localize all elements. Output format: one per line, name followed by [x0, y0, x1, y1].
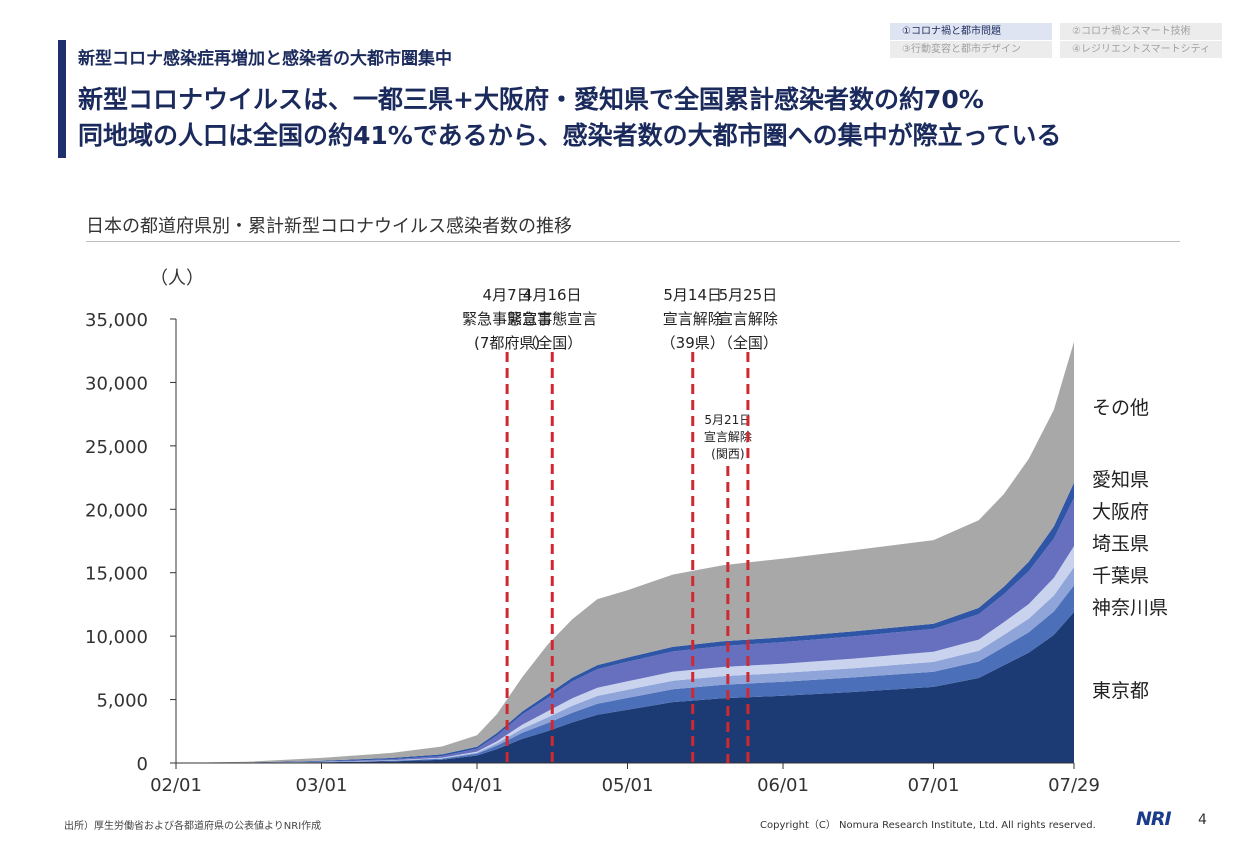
- event-marker-label: 4月16日: [523, 286, 582, 304]
- headline-line-2: 同地域の人口は全国の約41%であるから、感染者数の大都市圏への集中が際立っている: [78, 121, 1062, 150]
- event-marker-label: (関西): [711, 447, 744, 461]
- page-headline: 新型コロナウイルスは、一都三県+大阪府・愛知県で全国累計感染者数の約70% 同地…: [78, 82, 1061, 154]
- y-tick-label: 25,000: [85, 437, 148, 458]
- x-tick-label: 05/01: [602, 775, 654, 796]
- chart-title: 日本の都道府県別・累計新型コロナウイルス感染者数の推移: [86, 216, 572, 237]
- source-note: 出所）厚生労働省および各都道府県の公表値よりNRI作成: [64, 821, 322, 832]
- x-tick-label: 03/01: [296, 775, 348, 796]
- section-subtitle: 新型コロナ感染症再増加と感染者の大都市圏集中: [78, 49, 452, 69]
- event-marker-label: （全国）: [522, 334, 582, 352]
- y-tick-label: 0: [137, 754, 148, 775]
- event-marker-label: 宣言解除: [718, 310, 778, 328]
- event-marker-label: 宣言解除: [663, 310, 723, 328]
- event-marker-label: 5月21日: [704, 413, 751, 427]
- nav-tab-4[interactable]: ④レジリエントスマートシティ: [1060, 41, 1222, 58]
- event-marker-label: 5月25日: [719, 286, 778, 304]
- header-accent-bar: [58, 40, 66, 158]
- series-label-other: その他: [1092, 397, 1149, 419]
- y-tick-label: 30,000: [85, 373, 148, 394]
- series-label-osaka: 大阪府: [1092, 501, 1149, 523]
- event-marker-label: 4月7日: [483, 286, 532, 304]
- y-tick-label: 5,000: [96, 691, 148, 712]
- nav-tab-3[interactable]: ③行動変容と都市デザイン: [890, 41, 1052, 58]
- x-tick-label: 07/29: [1048, 775, 1100, 796]
- event-marker-label: 5月14日: [663, 286, 722, 304]
- series-label-tokyo: 東京都: [1092, 680, 1149, 702]
- event-marker-label: （全国）: [718, 334, 778, 352]
- series-label-kanagawa: 神奈川県: [1092, 597, 1168, 619]
- y-tick-label: 35,000: [85, 310, 148, 331]
- nav-tab-2[interactable]: ②コロナ禍とスマート技術: [1060, 23, 1222, 40]
- y-axis-unit-label: （人）: [150, 268, 204, 289]
- event-marker-label: 緊急事態宣言: [507, 310, 597, 328]
- copyright-text: Copyright（C） Nomura Research Institute, …: [760, 820, 1096, 831]
- area-chiba: [176, 567, 1074, 763]
- event-marker-label: 緊急事態宣言: [462, 310, 552, 328]
- chart-title-divider: [86, 241, 1180, 242]
- x-tick-label: 04/01: [451, 775, 503, 796]
- x-tick-label: 06/01: [757, 775, 809, 796]
- page-number: 4: [1198, 812, 1207, 828]
- cumulative-cases-chart: 0 5,000 10,000 15,000 20,000 25,000 30,000 35,0…: [85, 268, 1168, 796]
- event-marker-label: 宣言解除: [704, 429, 752, 444]
- series-label-saitama: 埼玉県: [1092, 533, 1149, 555]
- y-tick-label: 15,000: [85, 564, 148, 585]
- event-marker-label: （39県）: [661, 334, 725, 352]
- nav-tab-1[interactable]: ①コロナ禍と都市問題: [890, 23, 1052, 40]
- y-tick-label: 10,000: [85, 627, 148, 648]
- area-tokyo: [176, 612, 1074, 763]
- x-tick-label: 07/01: [908, 775, 960, 796]
- nri-logo: NRI: [1136, 808, 1172, 830]
- y-tick-label: 20,000: [85, 500, 148, 521]
- x-tick-label: 02/01: [150, 775, 202, 796]
- series-label-chiba: 千葉県: [1092, 565, 1149, 587]
- headline-line-1: 新型コロナウイルスは、一都三県+大阪府・愛知県で全国累計感染者数の約70%: [78, 85, 984, 114]
- area-other: [176, 341, 1074, 763]
- event-marker-label: (7都府県): [474, 334, 540, 352]
- series-label-aichi: 愛知県: [1092, 469, 1149, 491]
